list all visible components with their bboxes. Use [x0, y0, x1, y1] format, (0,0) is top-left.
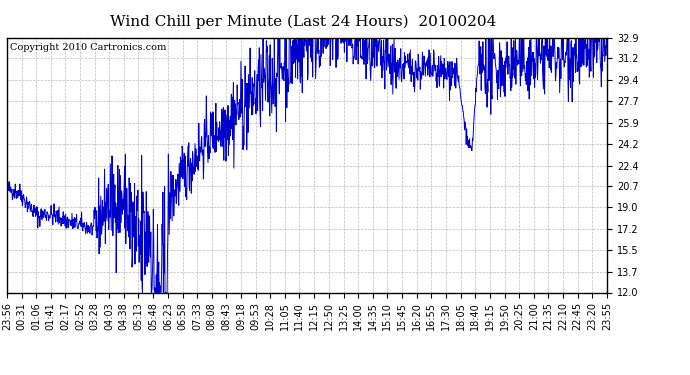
Text: Copyright 2010 Cartronics.com: Copyright 2010 Cartronics.com [10, 43, 166, 52]
Text: Wind Chill per Minute (Last 24 Hours)  20100204: Wind Chill per Minute (Last 24 Hours) 20… [110, 15, 497, 29]
